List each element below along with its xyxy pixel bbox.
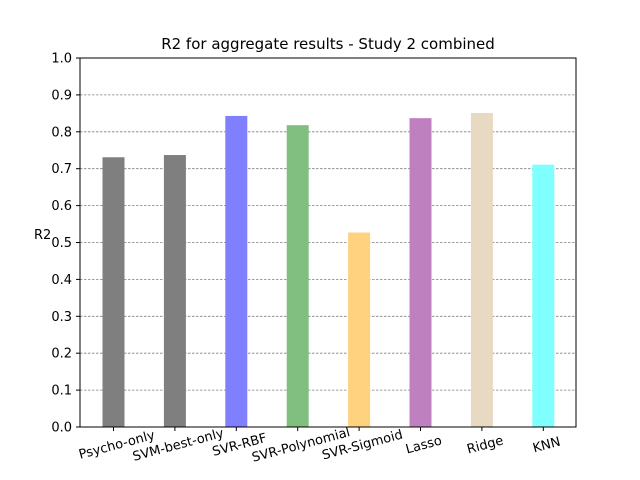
y-tick-label: 0.9	[51, 88, 72, 103]
y-axis: 0.0 0.1 0.2 0.3 0.4 0.5 0.6 0.7 0.8 0.9 1.0	[51, 52, 80, 436]
y-tick-label: 0.7	[51, 162, 72, 177]
bar-psycho-only	[102, 157, 125, 428]
bar-svm-best-only	[163, 155, 186, 427]
y-tick-label: 0.3	[51, 310, 72, 325]
bar-knn	[532, 164, 555, 428]
bars	[102, 112, 555, 428]
bar-ridge	[470, 112, 493, 427]
y-tick-label: 1.0	[51, 52, 72, 67]
y-tick-label: 0.0	[51, 421, 72, 436]
y-tick-label: 0.5	[51, 236, 72, 251]
y-tick-label: 0.1	[51, 384, 72, 399]
x-tick-label: Lasso	[404, 433, 443, 457]
bar-svr-polynomial	[286, 125, 309, 428]
y-tick-label: 0.6	[51, 199, 72, 214]
y-axis-label: R2	[34, 228, 51, 243]
y-tick-label: 0.8	[51, 125, 72, 140]
x-axis: Psycho-onlySVM-best-onlySVR-RBFSVR-Polyn…	[77, 425, 562, 466]
y-tick-label: 0.2	[51, 347, 72, 362]
x-tick-label: KNN	[531, 435, 562, 457]
chart-title: R2 for aggregate results - Study 2 combi…	[161, 35, 495, 53]
x-tick-label: Ridge	[465, 433, 505, 457]
bar-lasso	[409, 118, 432, 427]
bar-svr-sigmoid	[348, 232, 371, 427]
y-tick-label: 0.4	[51, 273, 72, 288]
gridlines	[80, 94, 576, 391]
bar-svr-rbf	[225, 115, 248, 428]
